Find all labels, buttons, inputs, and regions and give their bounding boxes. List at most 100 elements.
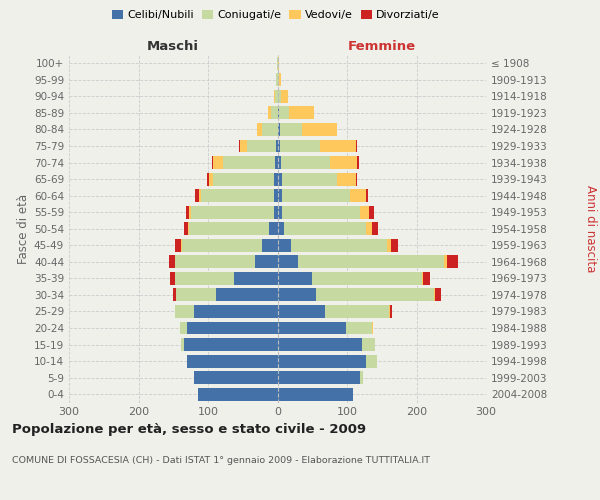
Bar xyxy=(283,172,337,186)
Text: Maschi: Maschi xyxy=(147,40,199,52)
Bar xyxy=(274,189,277,202)
Bar xyxy=(196,189,199,202)
Bar xyxy=(175,256,255,268)
Bar xyxy=(277,272,312,285)
Bar xyxy=(208,172,209,186)
Bar xyxy=(280,140,320,152)
Bar xyxy=(284,222,367,235)
Bar xyxy=(367,354,377,368)
Bar xyxy=(274,206,277,218)
Bar xyxy=(275,90,277,103)
Bar xyxy=(277,371,359,384)
Bar xyxy=(235,272,277,285)
Bar xyxy=(350,189,366,202)
Bar xyxy=(346,322,372,334)
Bar xyxy=(255,256,277,268)
Bar xyxy=(281,156,329,169)
Bar xyxy=(368,206,374,218)
Bar xyxy=(184,222,188,235)
Bar xyxy=(176,288,217,302)
Bar xyxy=(187,322,277,334)
Bar xyxy=(277,239,292,252)
Bar xyxy=(358,156,359,169)
Bar xyxy=(187,354,277,368)
Bar xyxy=(175,239,181,252)
Bar xyxy=(391,239,398,252)
Text: Popolazione per età, sesso e stato civile - 2009: Popolazione per età, sesso e stato civil… xyxy=(12,422,366,436)
Bar xyxy=(360,206,368,218)
Bar xyxy=(277,322,346,334)
Bar xyxy=(283,189,350,202)
Bar xyxy=(447,256,458,268)
Text: COMUNE DI FOSSACESIA (CH) - Dati ISTAT 1° gennaio 2009 - Elaborazione TUTTITALIA: COMUNE DI FOSSACESIA (CH) - Dati ISTAT 1… xyxy=(12,456,430,465)
Bar xyxy=(278,90,281,103)
Bar xyxy=(262,239,277,252)
Bar xyxy=(356,140,357,152)
Bar xyxy=(277,74,279,86)
Bar xyxy=(277,388,353,400)
Bar xyxy=(197,388,277,400)
Bar xyxy=(201,189,274,202)
Bar xyxy=(362,338,375,351)
Bar xyxy=(277,256,298,268)
Bar xyxy=(277,90,278,103)
Bar xyxy=(372,322,373,334)
Text: Anni di nascita: Anni di nascita xyxy=(584,185,597,272)
Bar xyxy=(276,74,277,86)
Bar xyxy=(283,206,360,218)
Bar xyxy=(280,123,302,136)
Bar xyxy=(312,272,422,285)
Bar xyxy=(217,288,277,302)
Bar xyxy=(281,90,288,103)
Bar xyxy=(262,123,277,136)
Bar xyxy=(390,305,392,318)
Bar xyxy=(424,272,430,285)
Bar xyxy=(277,354,367,368)
Bar xyxy=(277,123,280,136)
Bar xyxy=(175,272,235,285)
Bar xyxy=(279,106,289,120)
Bar xyxy=(298,256,444,268)
Bar xyxy=(184,338,277,351)
Bar xyxy=(388,239,391,252)
Bar xyxy=(175,305,194,318)
Bar xyxy=(268,106,271,120)
Bar xyxy=(389,305,390,318)
Bar xyxy=(444,256,447,268)
Bar xyxy=(302,123,337,136)
Bar xyxy=(276,140,277,152)
Bar xyxy=(359,371,363,384)
Y-axis label: Fasce di età: Fasce di età xyxy=(17,194,30,264)
Bar xyxy=(422,272,424,285)
Bar xyxy=(180,322,187,334)
Bar xyxy=(181,239,182,252)
Bar xyxy=(199,189,201,202)
Bar xyxy=(277,206,283,218)
Bar xyxy=(277,172,283,186)
Bar xyxy=(182,239,262,252)
Bar xyxy=(269,222,277,235)
Bar xyxy=(325,305,389,318)
Bar xyxy=(279,74,281,86)
Bar xyxy=(257,123,262,136)
Bar xyxy=(277,288,316,302)
Bar xyxy=(213,172,274,186)
Bar xyxy=(209,172,213,186)
Bar xyxy=(277,57,278,70)
Bar xyxy=(289,106,314,120)
Bar xyxy=(367,222,372,235)
Bar xyxy=(189,206,191,218)
Bar xyxy=(188,222,189,235)
Bar xyxy=(271,106,277,120)
Bar xyxy=(277,189,283,202)
Bar xyxy=(372,222,377,235)
Bar xyxy=(170,272,175,285)
Bar xyxy=(194,371,277,384)
Bar xyxy=(278,57,279,70)
Bar xyxy=(337,172,356,186)
Bar xyxy=(223,156,275,169)
Bar xyxy=(194,305,277,318)
Bar xyxy=(277,140,280,152)
Bar xyxy=(173,288,176,302)
Legend: Celibi/Nubili, Coniugati/e, Vedovi/e, Divorziati/e: Celibi/Nubili, Coniugati/e, Vedovi/e, Di… xyxy=(108,6,444,25)
